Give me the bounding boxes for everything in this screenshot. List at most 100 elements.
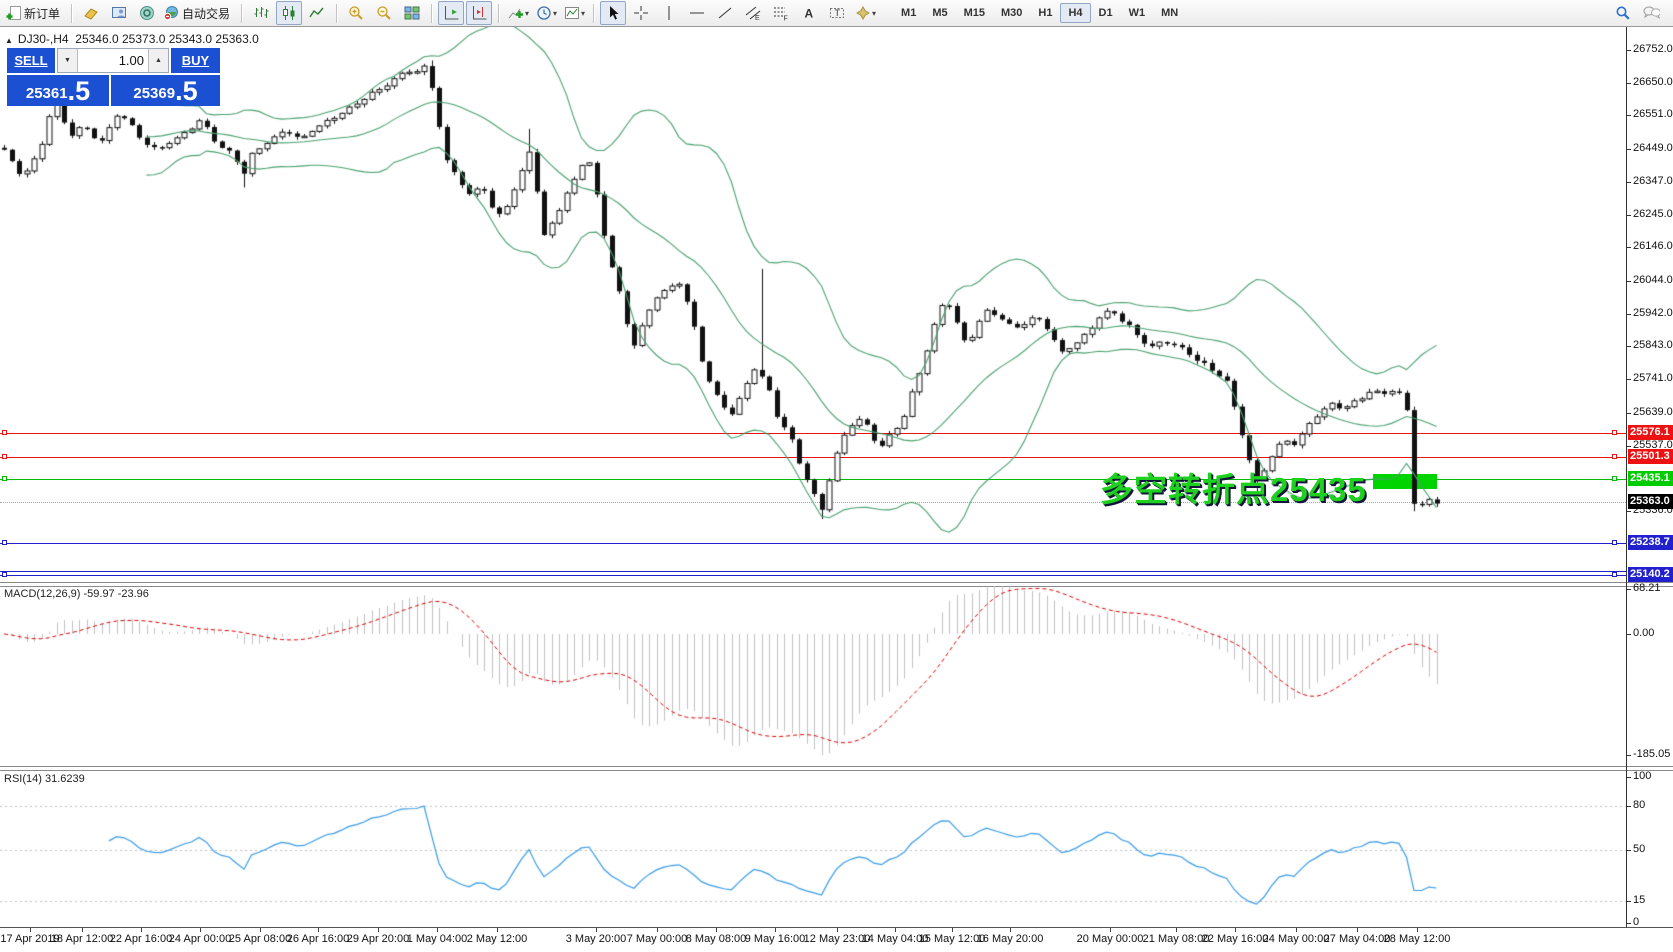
toolbar-button-candlestick-chart[interactable] (276, 1, 303, 25)
time-axis[interactable]: 17 Apr 2019 18 Apr 12:00 22 Apr 16:00 24 Ap… (0, 927, 1673, 952)
toolbar-button-horizontal-line[interactable] (684, 1, 710, 25)
toolbar-button-tile-windows[interactable] (399, 1, 425, 25)
price-axis-label: 25843.0 (1633, 339, 1673, 351)
date-label: 14 May 04:00 (861, 933, 929, 945)
rsi-scale-tick (1626, 777, 1631, 778)
timeframe-M5[interactable]: M5 (932, 7, 948, 19)
toolbar-button-periods[interactable]: ▾ (533, 1, 559, 25)
toolbar-button-new-order[interactable]: 新订单 (4, 1, 65, 25)
horizontal-line-icon (689, 5, 706, 21)
macd-scale-tick (1626, 755, 1631, 756)
toolbar-button-zoom-out[interactable] (371, 1, 397, 25)
current-price-badge: 25363.0 (1628, 494, 1673, 509)
svg-text:A: A (805, 7, 814, 21)
arrows-icon (854, 5, 871, 21)
date-tick (378, 928, 379, 932)
timeframe-H4[interactable]: H4 (1060, 3, 1091, 23)
tile-windows-icon (404, 5, 421, 21)
rsi-scale-label: 50 (1633, 843, 1646, 855)
toolbar-button-chart-window[interactable] (106, 1, 132, 25)
price-axis[interactable]: 25576.1 25501.3 25435.1 25238.7 25140.2 25363… (1626, 0, 1673, 952)
macd-scale-label: 68.21 (1633, 582, 1661, 594)
price-badge-25140.2: 25140.2 (1628, 567, 1673, 582)
toolbar-button-editor[interactable] (78, 1, 104, 25)
timeframe-H1[interactable]: H1 (1038, 7, 1053, 19)
toolbar-button-line-chart[interactable] (304, 1, 330, 25)
toolbar: 新订单 自动交易 ▾ ▾ ▾ E F A T ▾ M1 M5 M15 M30 H1 H4 D1 W1 MN (0, 0, 1673, 27)
rsi-label: RSI(14) 31.6239 (4, 773, 85, 785)
buy-price[interactable]: 25369.5 (111, 75, 220, 106)
crosshair-icon (633, 5, 650, 21)
toolbar-button-autotrading[interactable]: 自动交易 (162, 1, 235, 25)
chart-annotation[interactable]: 多空转折点25435 (1100, 471, 1367, 508)
timeframe-MN[interactable]: MN (1161, 7, 1179, 19)
toolbar-button-community[interactable] (134, 1, 160, 25)
toolbar-button-arrows[interactable]: ▾ (852, 1, 878, 25)
timeframe-M30[interactable]: M30 (1001, 7, 1023, 19)
macd-panel[interactable] (0, 586, 1626, 764)
timeframe-W1[interactable]: W1 (1128, 7, 1146, 19)
date-tick (260, 928, 261, 932)
rsi-scale-tick (1626, 850, 1631, 851)
date-label: 26 Apr 16:00 (286, 933, 350, 945)
toolbar-button-templates[interactable]: ▾ (561, 1, 587, 25)
volume-input[interactable]: 1.00 (77, 49, 149, 72)
collapse-icon[interactable]: ▲ (5, 36, 13, 45)
timeframe-M1[interactable]: M1 (901, 7, 917, 19)
date-tick (1296, 928, 1297, 932)
toolbar-button-cursor[interactable] (600, 1, 627, 25)
date-label: 12 May 23:00 (803, 933, 871, 945)
vertical-line-icon (661, 5, 678, 21)
date-label: 27 May 04:00 (1323, 933, 1391, 945)
rsi-panel[interactable] (0, 771, 1626, 927)
price-axis-tick (1626, 511, 1631, 512)
price-axis-label: 26650.0 (1633, 76, 1673, 88)
text-icon: A (801, 5, 818, 21)
toolbar-button-bar-chart[interactable] (248, 1, 274, 25)
toolbar-button-search[interactable] (1610, 1, 1636, 25)
timeframe-D1[interactable]: D1 (1098, 7, 1113, 19)
main-chart-area[interactable]: ▲ DJ30-,H4 25346.0 25373.0 25343.0 25363.… (0, 27, 1626, 582)
toolbar-button-text[interactable]: A (796, 1, 822, 25)
date-label: 7 May 00:00 (626, 933, 688, 945)
date-label: 25 Apr 08:00 (228, 933, 292, 945)
toolbar-button-zoom-in[interactable] (343, 1, 369, 25)
toolbar-button-trendline[interactable] (712, 1, 738, 25)
toolbar-button-vertical-line[interactable] (656, 1, 682, 25)
date-label: 22 May 16:00 (1201, 933, 1269, 945)
toolbar-button-indicators[interactable]: ▾ (505, 1, 531, 25)
date-label: 24 Apr 00:00 (168, 933, 232, 945)
templates-icon (563, 5, 580, 21)
toolbar-button-auto-scroll[interactable] (438, 1, 465, 25)
volume-decrease-button[interactable]: ▼ (58, 49, 77, 72)
rsi-scale-tick (1626, 901, 1631, 902)
price-axis-label: 26752.0 (1633, 43, 1673, 55)
toolbar-button-crosshair[interactable] (628, 1, 654, 25)
toolbar-button-fibonacci[interactable]: F (768, 1, 794, 25)
timeframe-M15[interactable]: M15 (963, 7, 985, 19)
sell-button[interactable]: SELL (7, 48, 57, 73)
date-tick (437, 928, 438, 932)
toolbar-button-equidistant-channel[interactable]: E (740, 1, 766, 25)
date-tick (775, 928, 776, 932)
chart-title-ohlc: 25346.0 25373.0 25343.0 25363.0 (75, 32, 259, 46)
rsi-scale-tick (1626, 806, 1631, 807)
toolbar-button-text-label[interactable]: T (824, 1, 850, 25)
indicators-icon (507, 5, 524, 21)
price-axis-tick (1626, 115, 1631, 116)
date-tick (1110, 928, 1111, 932)
price-axis-label: 25537.0 (1633, 439, 1673, 451)
toolbar-button-chart-shift[interactable] (466, 1, 493, 25)
price-axis-tick (1626, 247, 1631, 248)
volume-increase-button[interactable]: ▲ (149, 49, 168, 72)
price-axis-tick (1626, 215, 1631, 216)
toolbar-button-chat[interactable] (1638, 1, 1664, 25)
date-tick (82, 928, 83, 932)
date-label: 3 May 20:00 (565, 933, 627, 945)
buy-button[interactable]: BUY (169, 48, 220, 73)
price-chart-canvas[interactable] (0, 27, 1626, 582)
sell-price[interactable]: 25361.5 (7, 75, 111, 106)
buy-price-main: 25369 (133, 85, 176, 102)
panel-separator-rsi[interactable] (0, 766, 1673, 771)
search-icon (1615, 5, 1632, 21)
